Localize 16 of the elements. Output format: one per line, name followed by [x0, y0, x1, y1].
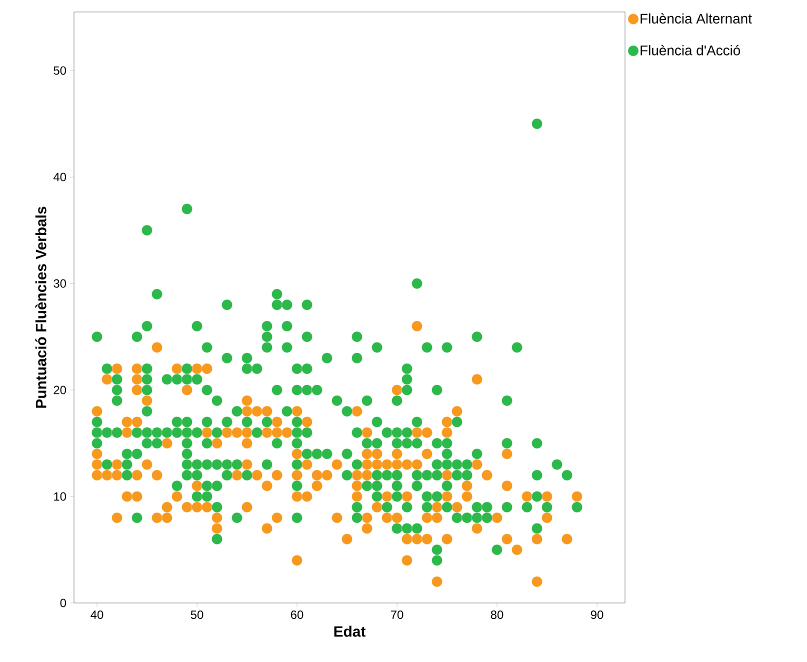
x-tick-label: 50: [190, 610, 204, 619]
legend-label: Fluència Alternant: [640, 13, 752, 24]
x-tick-label: 80: [490, 610, 504, 619]
y-tick-label: 20: [54, 386, 66, 394]
y-tick-label: 30: [54, 279, 66, 288]
y-tick-label: 0: [60, 598, 66, 608]
y-tick-label: 10: [54, 492, 66, 501]
x-tick-label: 60: [290, 610, 304, 619]
y-axis-title: Puntuació Fluències Verbals: [35, 206, 46, 408]
y-tick-label: 40: [53, 172, 66, 182]
legend-label: Fluència d'Acció: [640, 44, 740, 56]
x-tick-label: 90: [590, 610, 604, 619]
y-tick-label: 50: [54, 66, 66, 75]
x-tick-label: 70: [390, 610, 404, 619]
x-axis-title: Edat: [334, 626, 366, 637]
x-tick-label: 40: [90, 610, 104, 619]
